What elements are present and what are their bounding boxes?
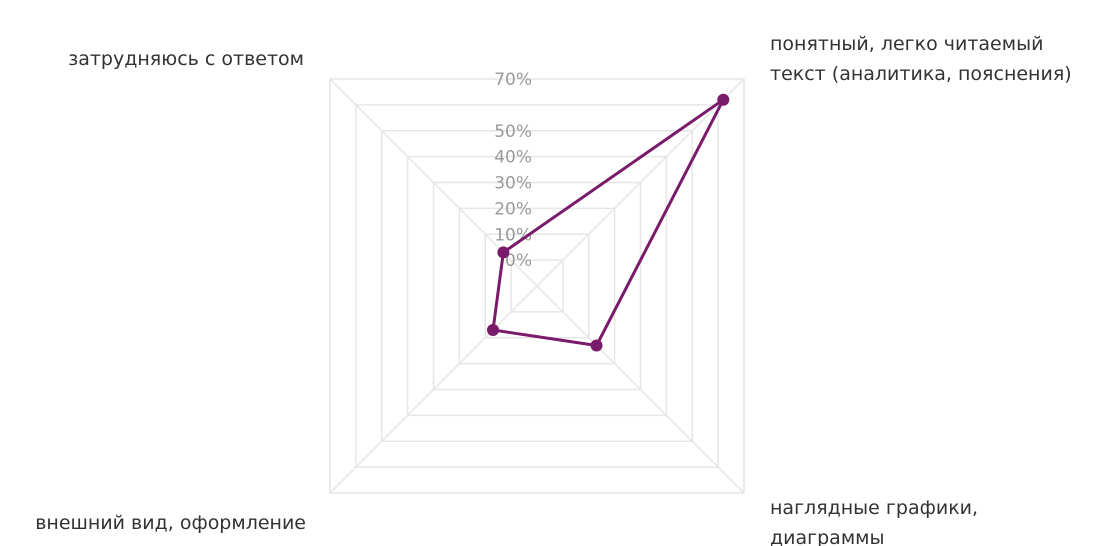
- tick-label: 50%: [494, 122, 532, 142]
- data-point-readable-text[interactable]: [717, 93, 730, 106]
- data-point-appearance[interactable]: [487, 323, 500, 336]
- axis-labels: понятный, легко читаемый текст (аналитик…: [35, 33, 1071, 546]
- tick-label: 40%: [494, 148, 532, 168]
- tick-label: 20%: [494, 199, 532, 219]
- axis-label-appearance: внешний вид, оформление: [35, 512, 306, 534]
- tick-label: 0%: [505, 251, 532, 271]
- data-point-hard-to-answer[interactable]: [497, 246, 510, 259]
- radar-series: [487, 93, 730, 352]
- data-point-visual-charts[interactable]: [590, 339, 603, 352]
- axis-label-readable-text: понятный, легко читаемый текст (аналитик…: [770, 33, 1072, 85]
- grid-ring: [458, 207, 616, 365]
- axis-label-hard-to-answer: затрудняюсь с ответом: [68, 48, 304, 70]
- grid-ring: [406, 155, 668, 417]
- grid-ring: [381, 130, 693, 442]
- grid-spoke: [329, 285, 538, 494]
- tick-label: 30%: [494, 174, 532, 194]
- grid-ring: [329, 78, 745, 494]
- radar-grid: [329, 78, 745, 494]
- radial-tick-labels: 0%10%20%30%40%50%70%: [494, 70, 532, 271]
- grid-ring: [510, 259, 564, 313]
- grid-spoke: [536, 78, 745, 287]
- grid-spoke: [536, 285, 745, 494]
- tick-label: 70%: [494, 70, 532, 90]
- grid-ring: [432, 181, 642, 391]
- axis-label-visual-charts: наглядные графики, диаграммы: [770, 497, 984, 546]
- grid-ring: [355, 104, 719, 468]
